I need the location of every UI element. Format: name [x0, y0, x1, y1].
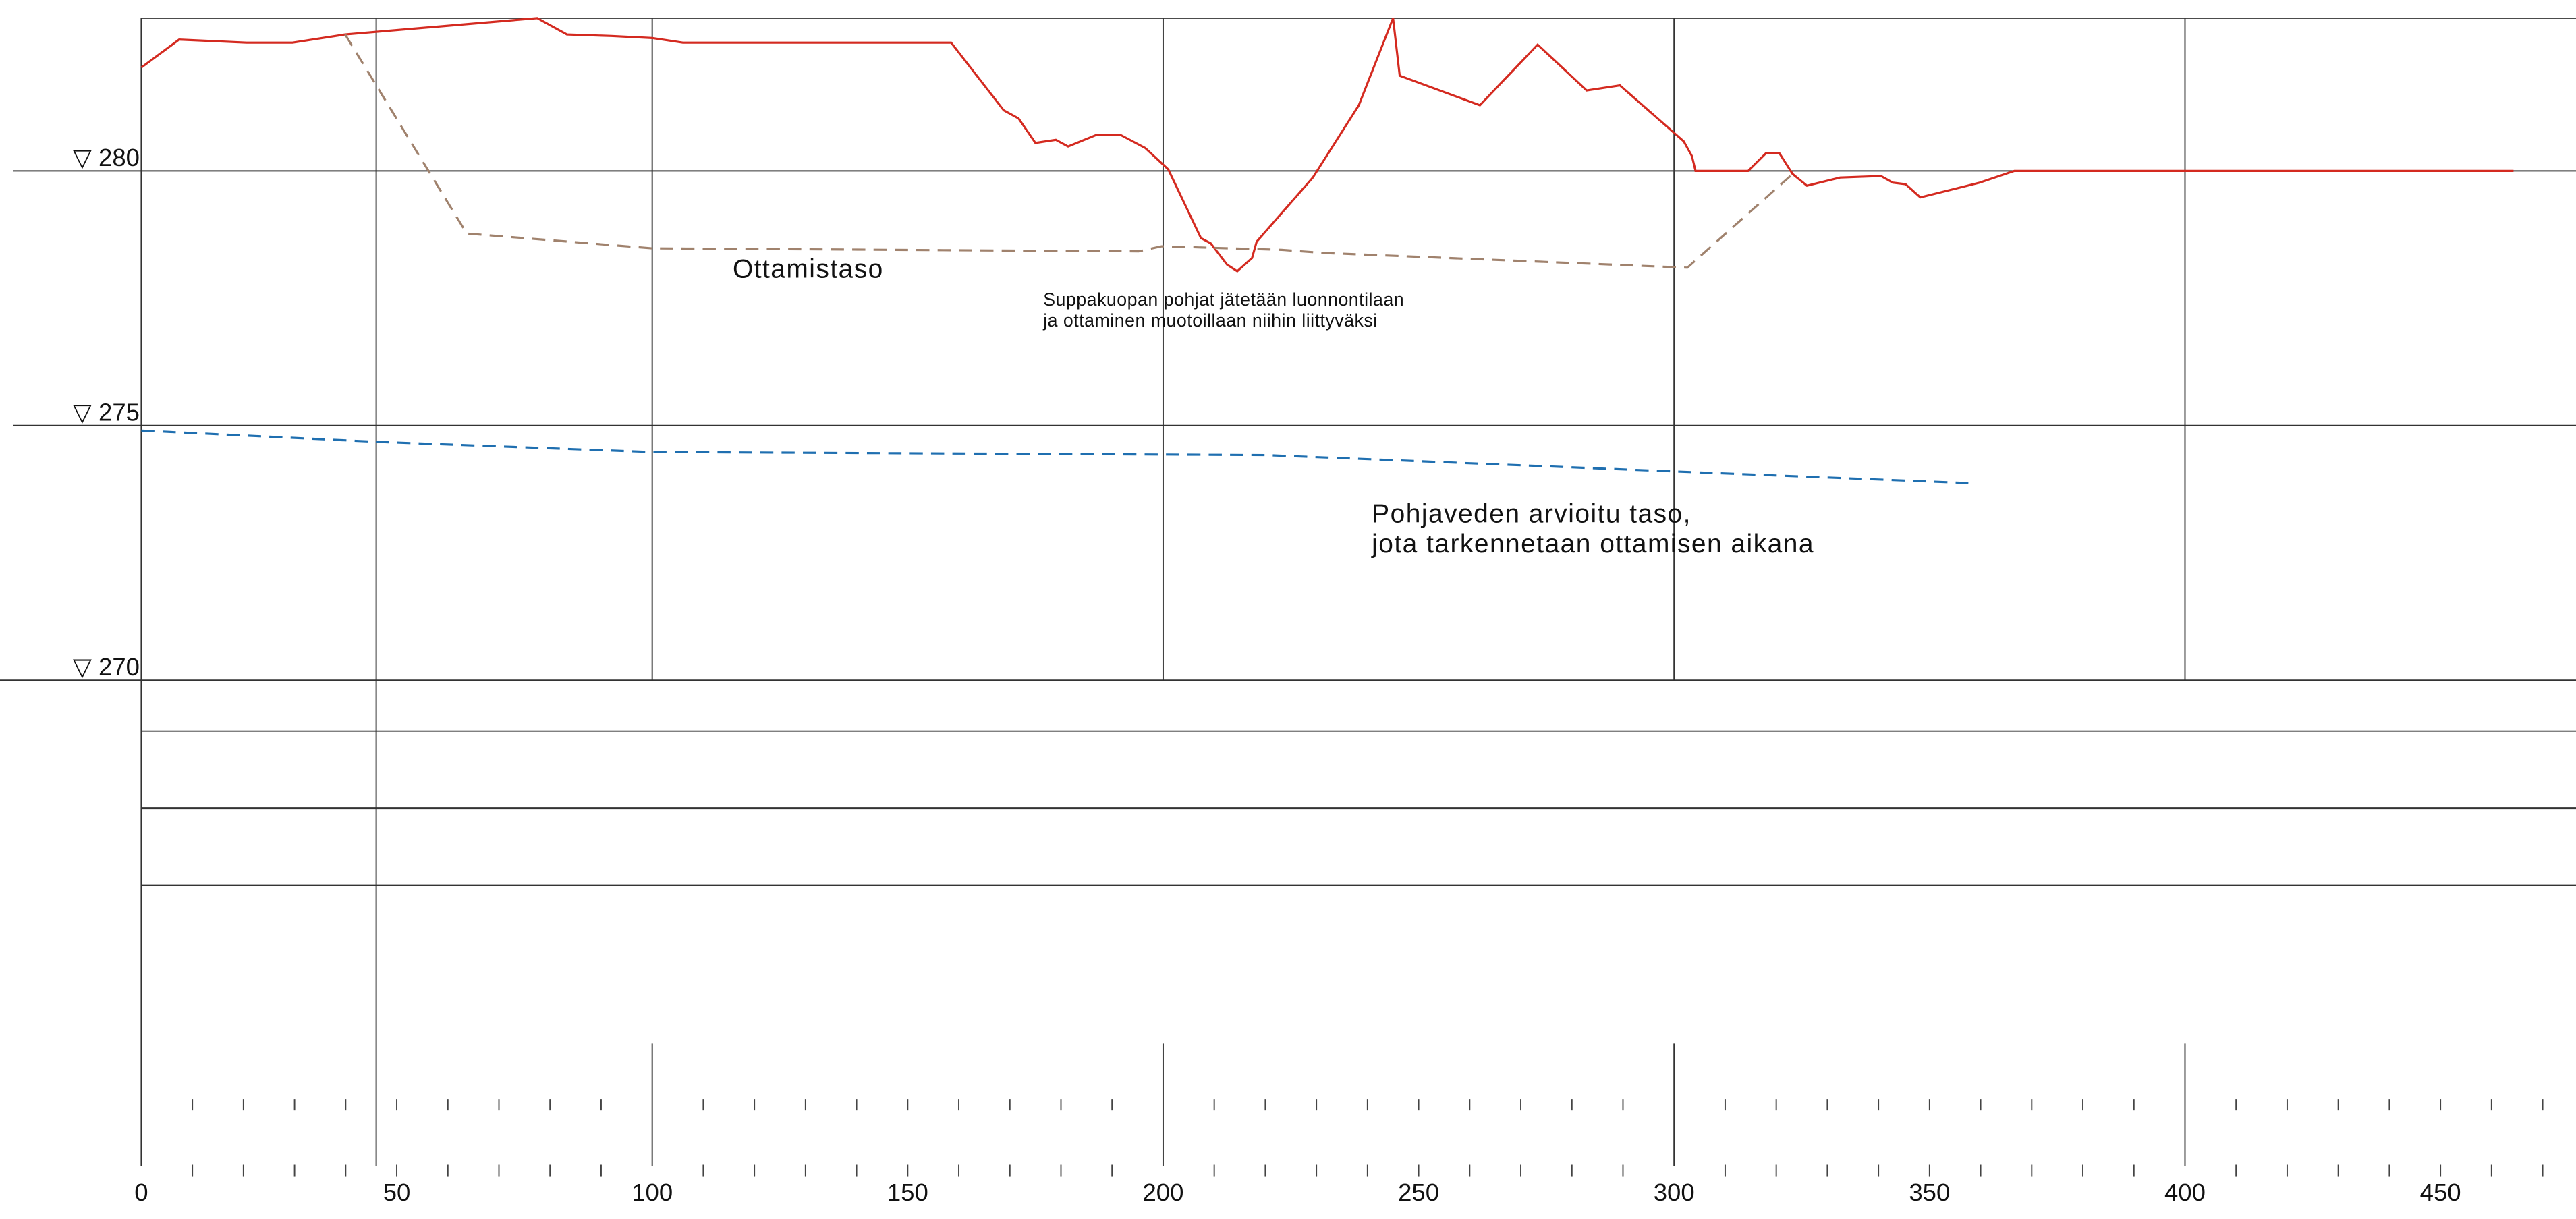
- x-tick-label: 300: [1654, 1179, 1695, 1206]
- annotation: Pohjaveden arvioitu taso,: [1372, 499, 1691, 528]
- annotation: ja ottaminen muotoillaan niihin liittyvä…: [1042, 310, 1378, 331]
- x-tick-label: 450: [2420, 1179, 2461, 1206]
- x-tick-label: 0: [134, 1179, 148, 1206]
- x-tick-label: 50: [383, 1179, 411, 1206]
- annotation: Suppakuopan pohjat jätetään luonnontilaa…: [1043, 289, 1404, 310]
- x-tick-label: 200: [1142, 1179, 1183, 1206]
- y-tick-label: ▽ 280: [73, 144, 140, 171]
- y-tick-label: ▽ 275: [73, 398, 140, 426]
- profile-line: [141, 429, 1969, 484]
- y-tick-label: ▽ 270: [73, 653, 140, 681]
- annotation: jota tarkennetaan ottamisen aikana: [1371, 530, 1814, 559]
- x-tick-label: 400: [2164, 1179, 2206, 1206]
- x-tick-label: 150: [887, 1179, 928, 1206]
- annotation: Ottamistaso: [733, 255, 884, 284]
- profile-line: [140, 17, 2514, 273]
- x-tick-label: 250: [1398, 1179, 1439, 1206]
- profile-line: [344, 34, 1793, 269]
- x-tick-label: 350: [1909, 1179, 1950, 1206]
- x-tick-label: 100: [632, 1179, 673, 1206]
